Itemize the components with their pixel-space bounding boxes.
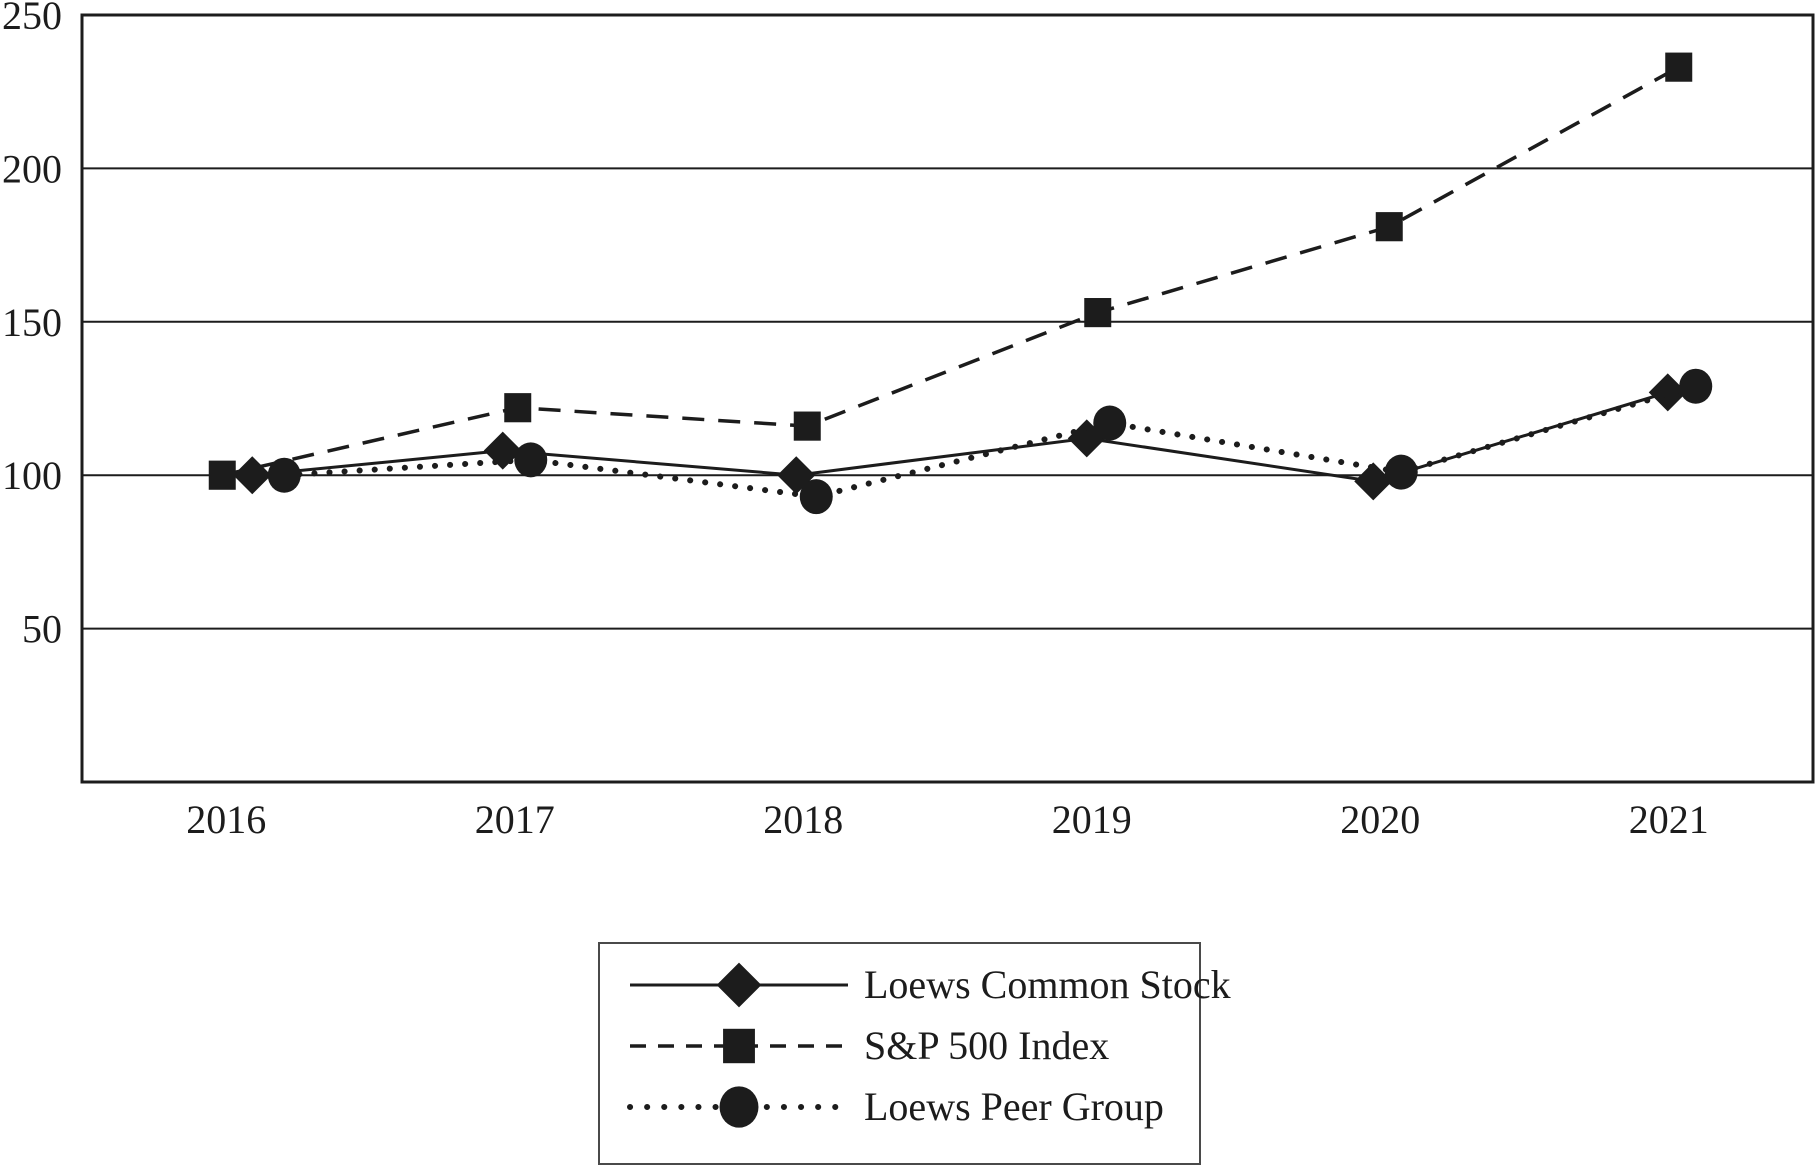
x-axis-label-2020: 2020	[1340, 797, 1420, 842]
square-marker	[1084, 298, 1112, 328]
x-axis-label-2016: 2016	[186, 797, 266, 842]
square-marker	[723, 1028, 755, 1063]
legend-item-loews-peer-group: Loews Peer Group	[600, 1076, 1199, 1137]
circle-marker	[514, 442, 548, 478]
series-line-solid	[252, 390, 1669, 483]
square-marker	[504, 393, 532, 423]
diamond-marker	[1648, 373, 1687, 412]
circle-marker	[719, 1085, 759, 1128]
square-marker	[1375, 212, 1403, 242]
legend-item-sp500-index: S&P 500 Index	[600, 1015, 1199, 1076]
circle-marker	[799, 479, 833, 515]
y-axis-label-50: 50	[22, 607, 62, 652]
square-marker	[208, 460, 236, 490]
circle-marker	[1093, 405, 1127, 441]
y-axis-label-200: 200	[2, 146, 62, 191]
dotted-line-circle-sample	[627, 1085, 851, 1128]
circle-marker	[1679, 368, 1713, 404]
series-circle	[267, 368, 1713, 515]
plot-border	[80, 13, 1815, 784]
legend-item-loews-common-stock: Loews Common Stock	[600, 954, 1231, 1015]
series-line-dashed	[221, 65, 1680, 477]
chart-legend: Loews Common Stock S&P 500 Index Loews P…	[598, 942, 1231, 1165]
x-axis-label-2018: 2018	[763, 797, 843, 842]
y-axis-label-150: 150	[2, 300, 62, 345]
x-axis-label-2017: 2017	[475, 797, 555, 842]
diamond-marker	[716, 962, 762, 1007]
legend-label: Loews Common Stock	[864, 961, 1231, 1007]
solid-line-diamond-sample	[630, 962, 848, 1007]
series-diamond	[233, 373, 1687, 501]
x-axis-label-2019: 2019	[1052, 797, 1132, 842]
dashed-line-square-sample	[630, 1028, 848, 1063]
square-marker	[793, 411, 821, 441]
square-marker	[1665, 52, 1693, 82]
circle-marker	[267, 457, 301, 493]
legend-label: S&P 500 Index	[864, 1022, 1110, 1068]
diamond-marker	[233, 456, 272, 495]
y-axis-label-250: 250	[2, 0, 62, 38]
y-axis-label-100: 100	[2, 453, 62, 498]
legend-label: Loews Peer Group	[864, 1083, 1164, 1129]
series-square	[208, 52, 1693, 490]
diamond-marker	[1354, 462, 1393, 501]
x-axis-label-2021: 2021	[1629, 797, 1709, 842]
circle-marker	[1384, 454, 1418, 490]
